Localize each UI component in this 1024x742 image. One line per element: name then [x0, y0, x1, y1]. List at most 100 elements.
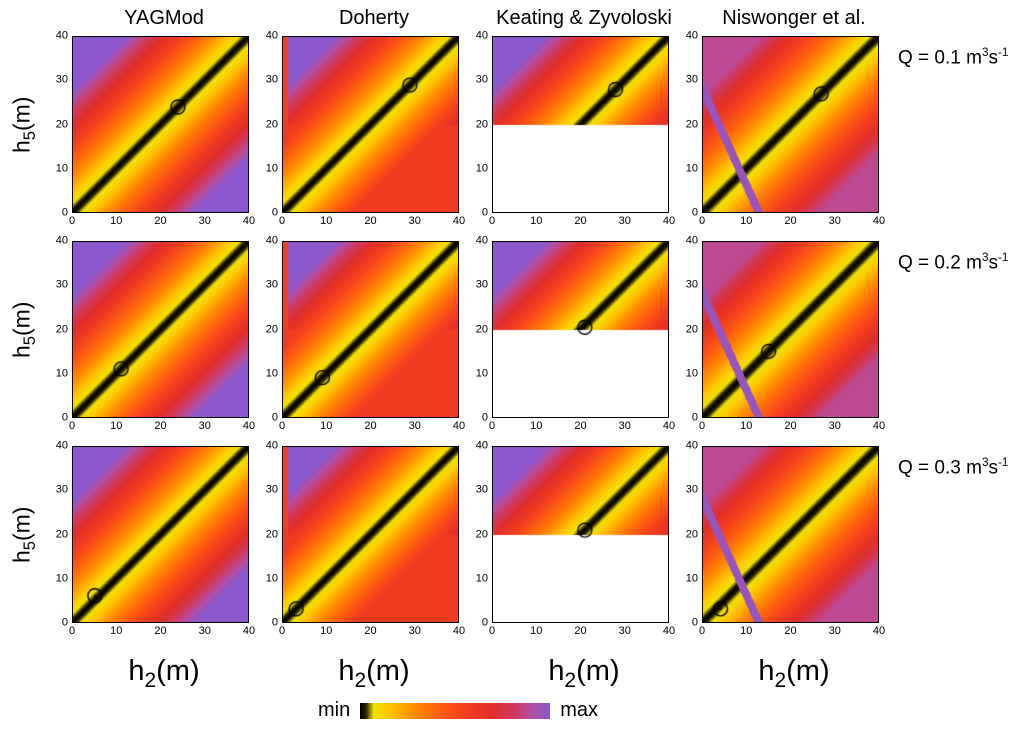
y-tick-label: 20	[55, 323, 68, 335]
x-tick-label: 10	[320, 215, 333, 227]
y-axis-tick-labels: 40 30 20 10 0	[256, 440, 282, 628]
y-tick-label: 0	[271, 206, 278, 219]
y-tick-label: 30	[265, 73, 278, 86]
y-axis-tick-labels: 40 30 20 10 0	[676, 440, 702, 628]
heatmap-plot-area	[282, 446, 459, 623]
y-tick-label: 20	[55, 118, 68, 130]
label-text: (m)	[366, 655, 410, 687]
label-subscript: 5	[19, 540, 39, 550]
x-tick-label: 20	[784, 215, 797, 227]
x-axis-tick-labels: 0 10 20 30 40	[489, 418, 675, 434]
label-text: h	[128, 655, 145, 687]
label-text: (m)	[786, 655, 830, 687]
label-text: h	[8, 139, 35, 153]
x-tick-label: 0	[278, 625, 286, 637]
x-tick-label: 30	[198, 215, 211, 227]
colorbar-min-label: min	[317, 699, 351, 721]
x-tick-label: 40	[242, 420, 256, 432]
y-axis-tick-labels: 40 30 20 10 0	[46, 235, 72, 423]
x-tick-label: 0	[68, 625, 76, 637]
y-axis-tick-labels: 40 30 20 10 0	[46, 440, 72, 628]
x-axis-label: h2(m)	[46, 651, 256, 692]
x-tick-label: 10	[110, 215, 123, 227]
y-tick-label: 40	[55, 29, 68, 42]
heatmap-plot-area	[492, 446, 669, 623]
x-axis-tick-labels: 0 10 20 30 40	[279, 213, 465, 229]
heatmap-panel: 40 30 20 10 0 0 10 20 30 40	[46, 440, 256, 639]
y-axis-tick-labels: 40 30 20 10 0	[676, 235, 702, 423]
heatmap-plot-area	[72, 241, 249, 418]
x-tick-label: 40	[872, 625, 886, 637]
x-tick-label: 0	[278, 420, 286, 432]
x-tick-label: 40	[872, 215, 886, 227]
y-tick-label: 40	[475, 29, 488, 42]
y-tick-label: 10	[685, 367, 698, 380]
label-text: Q = 0.1 m	[898, 47, 982, 69]
figure: YAGMod Doherty Keating & Zyvoloski Niswo…	[0, 7, 1024, 722]
x-tick-label: 20	[364, 625, 377, 637]
heatmap-panel: 40 30 20 10 0 0 10 20 30 40	[466, 440, 676, 639]
y-tick-label: 40	[265, 439, 278, 452]
y-tick-label: 30	[55, 278, 68, 291]
label-text: Q = 0.3 m	[898, 457, 982, 479]
y-tick-label: 10	[55, 367, 68, 380]
y-tick-label: 20	[685, 323, 698, 335]
x-tick-label: 40	[452, 420, 466, 432]
colorbar: min max	[0, 699, 969, 722]
y-tick-label: 40	[55, 234, 68, 247]
label-subscript: 5	[19, 335, 39, 345]
y-tick-label: 20	[55, 528, 68, 540]
label-subscript: 2	[354, 668, 367, 692]
x-tick-label: 40	[662, 420, 676, 432]
y-tick-label: 20	[265, 528, 278, 540]
x-tick-label: 10	[320, 420, 333, 432]
flow-rate-label-q02: Q = 0.2 m3s-1	[886, 241, 1024, 274]
heatmap-panel: 40 30 20 10 0 0 10 20 30 40	[46, 30, 256, 229]
label-superscript: -1	[998, 46, 1009, 59]
heatmap-plot-area	[282, 241, 459, 418]
x-tick-label: 0	[488, 215, 496, 227]
y-tick-label: 30	[475, 73, 488, 86]
x-tick-label: 30	[408, 420, 421, 432]
x-tick-label: 10	[530, 215, 543, 227]
figure-row-q03: h5(m) 40 30 20 10 0 0 10 20 30 40 40 30 20 10 0 0 10 2…	[2, 440, 1024, 639]
x-tick-label: 30	[198, 420, 211, 432]
colorbar-gradient	[360, 702, 551, 719]
heatmap-plot-area	[492, 36, 669, 213]
heatmap-canvas	[73, 447, 248, 622]
x-tick-label: 30	[618, 215, 631, 227]
y-tick-label: 0	[691, 616, 698, 629]
heatmap-panel: 40 30 20 10 0 0 10 20 30 40	[466, 30, 676, 229]
y-axis-label-text: h5(m)	[8, 96, 40, 152]
y-axis-tick-labels: 40 30 20 10 0	[466, 30, 492, 218]
y-axis-label: h5(m)	[2, 36, 46, 213]
x-tick-label: 40	[662, 215, 676, 227]
column-title-doherty: Doherty	[338, 7, 410, 29]
column-title-niswonger: Niswonger et al.	[722, 7, 866, 29]
figure-row-q02: h5(m) 40 30 20 10 0 0 10 20 30 40 40 30 20 10 0 0 10 2…	[2, 235, 1024, 434]
x-tick-label: 20	[154, 420, 167, 432]
heatmap-panel: 40 30 20 10 0 0 10 20 30 40	[676, 235, 886, 434]
y-tick-label: 10	[475, 162, 488, 175]
x-axis-tick-labels: 0 10 20 30 40	[68, 213, 255, 229]
x-tick-label: 20	[364, 420, 377, 432]
x-tick-label: 20	[154, 215, 167, 227]
x-axis-tick-labels: 0 10 20 30 40	[68, 623, 255, 639]
x-axis-tick-labels: 0 10 20 30 40	[699, 418, 885, 434]
x-tick-label: 0	[68, 215, 76, 227]
x-tick-label: 40	[242, 215, 256, 227]
y-tick-label: 20	[475, 323, 488, 335]
heatmap-plot-area	[72, 36, 249, 213]
figure-row-q01: h5(m) 40 30 20 10 0 0 10 20 30 40 40 30 20 10 0 0 10 2…	[2, 30, 1024, 229]
y-tick-label: 10	[685, 162, 698, 175]
x-tick-label: 10	[320, 625, 333, 637]
flow-rate-label-q03: Q = 0.3 m3s-1	[886, 446, 1024, 479]
x-axis-tick-labels: 0 10 20 30 40	[489, 623, 675, 639]
y-tick-label: 10	[475, 367, 488, 380]
y-axis-label-text: h5(m)	[8, 301, 40, 357]
label-text: h	[338, 655, 355, 687]
y-tick-label: 30	[265, 483, 278, 496]
heatmap-canvas	[73, 242, 248, 417]
x-tick-label: 0	[68, 420, 76, 432]
x-axis-tick-labels: 0 10 20 30 40	[488, 213, 675, 229]
